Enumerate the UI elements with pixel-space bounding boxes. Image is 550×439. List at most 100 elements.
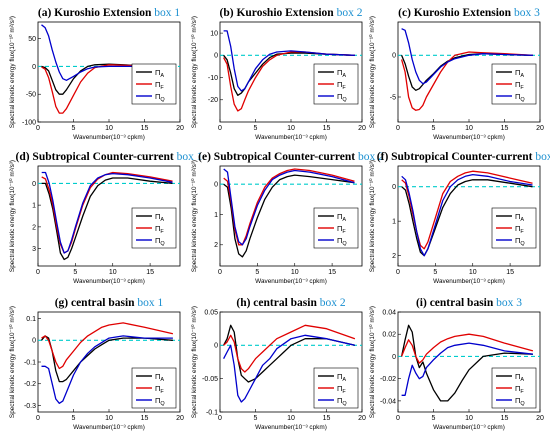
y-tick-label: 0 <box>392 354 396 361</box>
legend-label-symbol: Π <box>337 224 342 233</box>
legend-label-subscript: F <box>520 389 524 395</box>
y-tick-label: 1 <box>214 212 218 219</box>
legend-label-symbol: Π <box>515 80 520 89</box>
legend-label-subscript: A <box>342 377 346 383</box>
panel-g: (g) central basin box 1 0 5 10 15 20 -0.3 -0.2 -… <box>9 297 184 431</box>
legend-label-symbol: Π <box>155 80 160 89</box>
panel-title: (i) central basin box 3 <box>416 297 522 309</box>
x-tick-label: 0 <box>36 125 40 132</box>
legend-label-symbol: Π <box>337 92 342 101</box>
y-tick-label: 0.05 <box>204 309 218 316</box>
x-axis-label: Wavenumber(10⁻³ cpkm) <box>73 134 145 141</box>
legend-label-subscript: F <box>160 229 164 235</box>
legend-label-subscript: Q <box>160 241 165 247</box>
legend-label-symbol: Π <box>515 236 520 245</box>
series-line-pi-a <box>401 179 533 257</box>
x-tick-label: 15 <box>323 125 331 132</box>
legend-label-subscript: A <box>342 73 346 79</box>
series-group <box>398 170 540 257</box>
series-line-pi-f <box>400 51 533 111</box>
x-tick-label: 5 <box>433 269 437 276</box>
y-tick-label: -50 <box>26 92 36 99</box>
panel-title: (e) Subtropical Counter-current box 2 <box>198 151 384 163</box>
x-tick-label: 15 <box>501 125 509 132</box>
y-tick-label: 50 <box>28 36 36 43</box>
legend-label-subscript: A <box>520 377 524 383</box>
series-group <box>38 171 180 261</box>
x-axis-label: Wavenumber(10⁻³ cpkm) <box>433 424 505 431</box>
legend-label: ΠA <box>337 68 346 79</box>
legend-label-symbol: Π <box>155 236 160 245</box>
x-tick-label: 15 <box>501 415 509 422</box>
legend-label-symbol: Π <box>337 236 342 245</box>
x-axis-label: Wavenumber(10⁻³ cpkm) <box>73 278 145 285</box>
x-tick-label: 20 <box>176 415 184 422</box>
panel-title-region: (g) central basin <box>55 297 138 309</box>
series-group <box>220 168 362 258</box>
y-axis-label: Spectral kinetic energy flux(10⁻¹⁰ m²/s³… <box>9 306 16 418</box>
series-line-pi-q <box>41 171 173 254</box>
x-tick-label: 0 <box>218 269 222 276</box>
y-tick-label: 0 <box>32 181 36 188</box>
y-tick-label: 1 <box>392 219 396 226</box>
legend-label-symbol: Π <box>155 372 160 381</box>
y-tick-label: 2 <box>32 224 36 231</box>
x-axis-label: Wavenumber(10⁻³ cpkm) <box>255 134 327 141</box>
panel-title-box: box 2 <box>320 297 346 309</box>
legend-label-symbol: Π <box>515 372 520 381</box>
y-tick-label: 2 <box>392 253 396 260</box>
series-line-pi-f <box>223 324 356 373</box>
y-axis-label: Spectral kinetic energy flux(10⁻¹⁰ m²/s³… <box>9 160 16 272</box>
series-group <box>38 24 180 114</box>
legend-label-subscript: F <box>520 229 524 235</box>
x-tick-label: 5 <box>255 269 259 276</box>
x-tick-label: 15 <box>141 125 149 132</box>
x-tick-label: 20 <box>358 125 366 132</box>
legend-label: ΠF <box>337 224 346 235</box>
x-tick-label: 0 <box>396 269 400 276</box>
legend-label-subscript: Q <box>342 401 347 407</box>
x-tick-label: 0 <box>218 125 222 132</box>
x-tick-label: 0 <box>36 269 40 276</box>
panel-title-box: box 3 <box>535 151 550 163</box>
legend-label-subscript: F <box>160 85 164 91</box>
y-tick-label: 10 <box>210 31 218 38</box>
x-tick-label: 10 <box>105 125 113 132</box>
legend-label: ΠA <box>515 68 524 79</box>
panel-title-box: box 3 <box>496 297 522 309</box>
y-tick-label: 0 <box>392 184 396 191</box>
y-axis-label: Spectral kinetic energy flux(10⁻¹⁰ m²/s³… <box>191 306 198 418</box>
legend-label-symbol: Π <box>337 384 342 393</box>
legend-label-symbol: Π <box>155 396 160 405</box>
legend-label-symbol: Π <box>515 396 520 405</box>
legend-label-subscript: A <box>520 73 524 79</box>
series-line-pi-q <box>223 168 355 246</box>
series-group <box>398 324 540 402</box>
panel-title: (d) Subtropical Counter-current box 1 <box>16 151 203 163</box>
series-line-pi-f <box>41 322 174 370</box>
y-tick-label: 0.02 <box>382 332 396 339</box>
legend-label-subscript: Q <box>520 241 525 247</box>
panel-title-region: (b) Kuroshio Extension <box>220 7 337 19</box>
x-tick-label: 10 <box>291 269 299 276</box>
legend-label-subscript: F <box>342 85 346 91</box>
panel-title-region: (h) central basin <box>236 297 319 309</box>
panel-title-region: (f) Subtropical Counter-current <box>377 151 536 163</box>
y-tick-label: 0.04 <box>382 309 396 316</box>
x-tick-label: 5 <box>432 125 436 132</box>
panel-title: (c) Kuroshio Extension box 3 <box>398 7 540 19</box>
x-axis-label: Wavenumber(10⁻³ cpkm) <box>73 424 145 431</box>
y-tick-label: 0 <box>214 53 218 60</box>
panel-title: (h) central basin box 2 <box>236 297 346 309</box>
legend-label-subscript: Q <box>342 97 347 103</box>
panel-title-box: box 2 <box>358 151 384 163</box>
legend-label-subscript: Q <box>342 241 347 247</box>
panel-title-box: box 1 <box>177 151 203 163</box>
legend-label-subscript: Q <box>160 401 165 407</box>
legend-label-symbol: Π <box>155 212 160 221</box>
x-tick-label: 20 <box>176 125 184 132</box>
